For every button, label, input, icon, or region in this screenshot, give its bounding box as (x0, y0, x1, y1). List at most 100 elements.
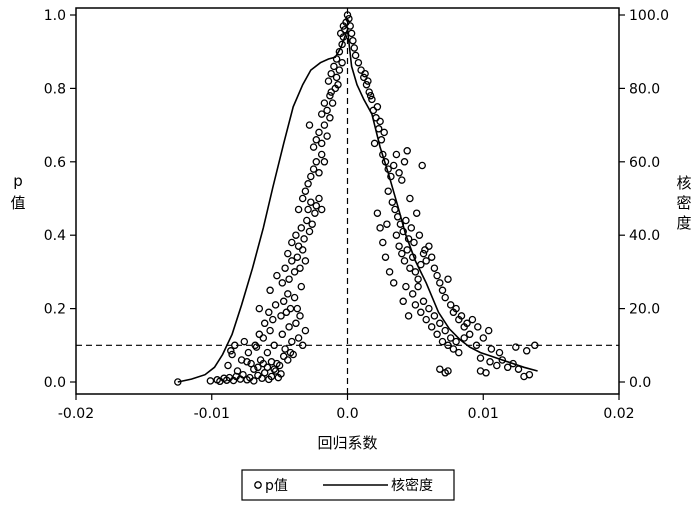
p-value-point (304, 180, 312, 188)
p-value-point (379, 150, 387, 159)
p-value-point (433, 271, 441, 280)
p-value-point (343, 11, 352, 19)
p-value-point (366, 91, 375, 100)
p-value-point (332, 55, 341, 63)
p-value-point (286, 304, 295, 313)
p-value-point (357, 66, 365, 74)
p-value-point (315, 169, 323, 177)
p-value-point (398, 176, 406, 184)
p-value-point (284, 356, 292, 364)
p-value-point (281, 345, 289, 353)
x-tick-label: -0.02 (58, 406, 94, 422)
p-value-point (252, 343, 261, 351)
p-value-point (404, 312, 413, 320)
y-left-tick-label: 1.0 (44, 8, 66, 24)
p-value-point (244, 348, 253, 357)
p-value-point (402, 282, 410, 291)
y-axis-left: 0.0 0.2 0.4 0.6 0.8 1.0 (44, 8, 76, 391)
p-value-point (373, 103, 382, 111)
p-value-point (364, 77, 372, 85)
p-value-point (452, 337, 460, 346)
p-value-point (493, 361, 501, 370)
y-left-tick-label: 0.0 (44, 375, 66, 391)
p-value-point (396, 220, 405, 228)
p-value-point (317, 110, 326, 118)
p-value-point (379, 238, 387, 247)
p-value-point (303, 216, 311, 225)
p-value-point (298, 246, 307, 254)
p-value-point (335, 66, 344, 74)
p-value-point (365, 88, 373, 96)
p-value-point (430, 264, 439, 272)
p-value-point (270, 341, 278, 350)
p-value-point (332, 73, 341, 82)
p-value-point (411, 268, 420, 276)
p-value-point (415, 231, 424, 239)
y-right-tick-label: 40.0 (629, 228, 660, 244)
p-value-point (446, 301, 455, 309)
p-value-point (298, 341, 307, 350)
p-value-point (484, 326, 493, 335)
p-value-point (384, 165, 392, 173)
p-value-point (392, 150, 401, 159)
p-value-point (309, 143, 318, 151)
p-value-point (231, 341, 239, 350)
p-value-point (376, 224, 384, 232)
p-value-point (326, 114, 334, 122)
p-value-point (377, 136, 386, 144)
p-value-point (392, 231, 401, 239)
p-value-point (380, 128, 388, 137)
kernel-density-line (177, 29, 538, 383)
p-value-point (418, 161, 426, 170)
p-value-point (254, 363, 262, 372)
p-value-point (279, 352, 288, 361)
p-value-point (305, 121, 314, 129)
p-value-point (315, 128, 323, 137)
p-value-point (327, 69, 335, 78)
p-value-point (294, 205, 303, 214)
p-value-point (441, 293, 449, 302)
p-value-point (388, 198, 397, 206)
p-value-point (372, 114, 380, 122)
p-value-point (309, 165, 318, 173)
p-value-point (425, 242, 433, 250)
p-value-point (296, 312, 304, 320)
p-value-point (275, 361, 284, 370)
p-value-point (438, 286, 447, 295)
p-value-point (373, 209, 382, 217)
p-value-point (259, 359, 268, 368)
p-value-point (324, 77, 333, 85)
p-value-point (438, 337, 447, 346)
p-value-point (398, 249, 406, 258)
p-value-point (436, 279, 444, 287)
p-value-point (455, 348, 463, 357)
p-value-point (312, 202, 321, 210)
p-value-point (370, 139, 379, 148)
p-value-point (349, 36, 357, 45)
p-value-point (308, 220, 316, 228)
p-value-point (279, 297, 288, 306)
p-value-point (338, 40, 346, 49)
p-value-point (301, 257, 310, 265)
p-value-point (385, 268, 394, 276)
y-right-tick-label: 60.0 (629, 155, 660, 171)
p-value-point (503, 363, 512, 372)
p-value-point (395, 169, 403, 177)
p-value-point (422, 315, 430, 324)
y-left-title-char: 值 (10, 194, 25, 212)
p-value-point (335, 47, 344, 56)
y-axis-right-title: 核密度 (676, 174, 691, 232)
p-value-point (304, 205, 312, 214)
p-value-point (436, 319, 444, 328)
p-value-point (376, 117, 384, 126)
p-value-point (294, 334, 303, 342)
p-value-point (320, 99, 329, 107)
p-value-point (446, 334, 455, 342)
p-value-point (425, 304, 433, 313)
p-value-point (422, 257, 430, 265)
p-value-point (297, 224, 306, 232)
x-axis: -0.02 -0.01 0.0 0.01 0.02 (58, 394, 635, 422)
p-value-point (406, 194, 414, 203)
p-value-point (427, 323, 436, 331)
